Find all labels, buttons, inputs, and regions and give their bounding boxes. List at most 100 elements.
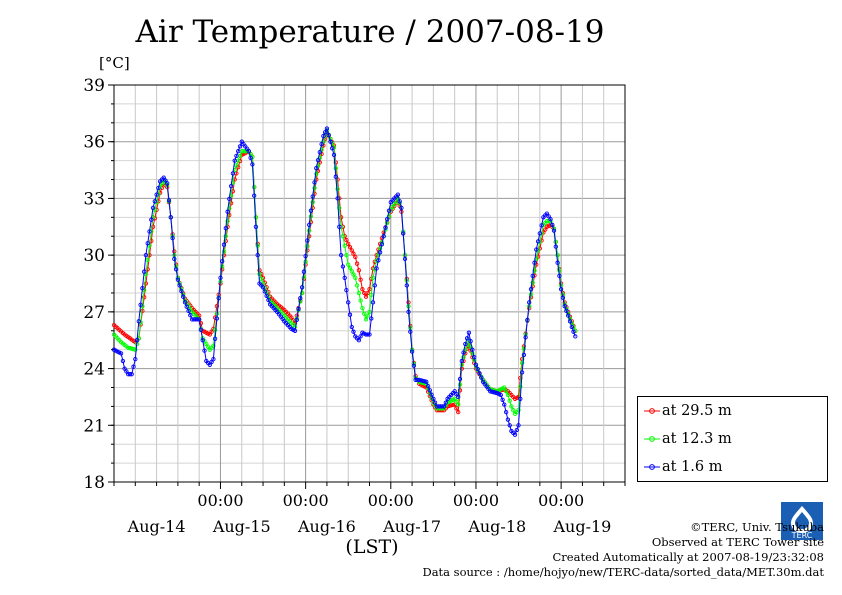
data-point-series-2 [138, 302, 143, 307]
data-point-series-2 [188, 313, 193, 318]
data-point-series-2 [530, 273, 535, 279]
data-point-series-2 [567, 319, 573, 324]
data-point-series-1 [530, 280, 535, 285]
data-point-series-2 [266, 297, 271, 303]
data-point-series-2 [512, 432, 518, 437]
data-point-series-2 [463, 341, 468, 347]
legend-label-1-6m: at 1.6 m [662, 459, 723, 475]
data-point-series-1 [223, 234, 228, 239]
data-point-series-2 [502, 402, 507, 407]
data-point-series-1 [333, 166, 338, 171]
data-point-series-2 [129, 372, 134, 377]
chart-title: Air Temperature / 2007-08-19 [135, 14, 605, 50]
data-point-series-2 [344, 287, 349, 293]
data-point-series-2 [473, 362, 479, 367]
data-point-series-2 [133, 356, 138, 362]
credit-copyright: ©TERC, Univ. Tsukuba [690, 520, 824, 534]
data-point-series-2 [145, 241, 150, 246]
data-point-series-2 [376, 258, 381, 263]
data-point-series-0 [367, 287, 372, 292]
data-point-series-2 [429, 392, 434, 397]
data-point-series-2 [170, 235, 175, 241]
data-point-series-2 [298, 296, 303, 301]
data-point-series-2 [409, 349, 415, 354]
data-point-series-0 [358, 277, 363, 282]
data-point-series-0 [363, 294, 369, 299]
data-point-series-1 [221, 249, 227, 254]
data-point-series-2 [385, 217, 390, 222]
data-point-series-2 [328, 139, 333, 144]
data-point-series-2 [406, 309, 411, 315]
data-point-series-1 [532, 268, 537, 273]
data-point-series-2 [539, 223, 544, 228]
data-point-series-1 [353, 275, 358, 280]
data-point-series-2 [250, 162, 255, 167]
data-point-series-2 [346, 300, 351, 305]
data-point-series-1 [365, 313, 370, 318]
data-point-series-2 [173, 267, 179, 272]
data-point-series-2 [234, 153, 239, 159]
legend-marker-blue-icon [644, 464, 660, 470]
data-point-series-1 [225, 218, 230, 224]
data-point-series-2 [136, 319, 141, 324]
credit-source: Data source : /home/hojyo/new/TERC-data/… [422, 565, 824, 579]
terc-logo-icon: TERC [781, 502, 823, 540]
data-point-series-0 [354, 261, 360, 266]
data-point-series-2 [134, 338, 140, 343]
data-point-series-1 [354, 283, 360, 288]
data-point-series-2 [326, 132, 331, 138]
y-tick-label: 39 [83, 76, 105, 96]
data-point-series-2 [150, 205, 156, 211]
data-point-series-0 [347, 244, 353, 250]
data-point-series-2 [351, 329, 356, 334]
data-point-series-2 [571, 329, 576, 334]
x-tick-label: 00:00 [368, 491, 414, 510]
data-point-series-0 [349, 248, 354, 253]
data-point-series-2 [425, 383, 431, 389]
data-point-series-2 [305, 238, 310, 243]
data-point-series-2 [228, 183, 234, 189]
data-point-series-2 [397, 199, 402, 204]
data-point-series-0 [214, 304, 220, 309]
data-point-series-2 [312, 180, 317, 185]
x-tick-label: 00:00 [197, 491, 243, 510]
data-point-series-2 [154, 192, 159, 197]
data-point-series-0 [142, 295, 147, 300]
data-point-series-2 [315, 157, 321, 163]
data-point-series-1 [299, 290, 305, 296]
data-point-series-2 [505, 417, 511, 422]
data-point-series-2 [404, 283, 409, 288]
data-point-series-2 [337, 224, 342, 229]
data-point-series-0 [198, 321, 204, 326]
data-point-series-2 [379, 242, 385, 247]
data-point-series-1 [518, 384, 523, 389]
data-point-series-1 [344, 252, 349, 258]
x-tick-label: 00:00 [538, 491, 584, 510]
data-point-series-2 [200, 338, 205, 343]
data-point-series-2 [401, 231, 406, 236]
x-tick-label: 00:00 [283, 491, 329, 510]
data-point-series-1 [145, 257, 150, 263]
data-point-series-1 [234, 163, 239, 168]
data-point-series-2 [198, 327, 204, 332]
data-point-series-1 [502, 385, 507, 390]
data-point-series-1 [468, 344, 473, 349]
data-point-series-1 [340, 234, 346, 239]
data-point-series-2 [365, 332, 370, 337]
data-point-series-2 [358, 334, 363, 339]
data-point-series-2 [562, 304, 567, 309]
data-point-series-2 [294, 317, 299, 323]
data-point-series-2 [372, 283, 377, 288]
date-label: Aug-14 [127, 517, 186, 536]
data-point-series-1 [367, 309, 372, 315]
data-point-series-2 [464, 336, 470, 341]
y-tick-label: 24 [83, 360, 105, 380]
data-point-series-2 [221, 242, 227, 247]
legend-label-12-3m: at 12.3 m [662, 431, 732, 447]
data-point-series-2 [216, 296, 221, 301]
data-point-series-2 [523, 335, 528, 340]
date-label: Aug-16 [297, 517, 356, 536]
data-point-series-2 [493, 390, 498, 395]
data-point-series-0 [454, 406, 459, 411]
data-point-series-2 [557, 273, 562, 279]
